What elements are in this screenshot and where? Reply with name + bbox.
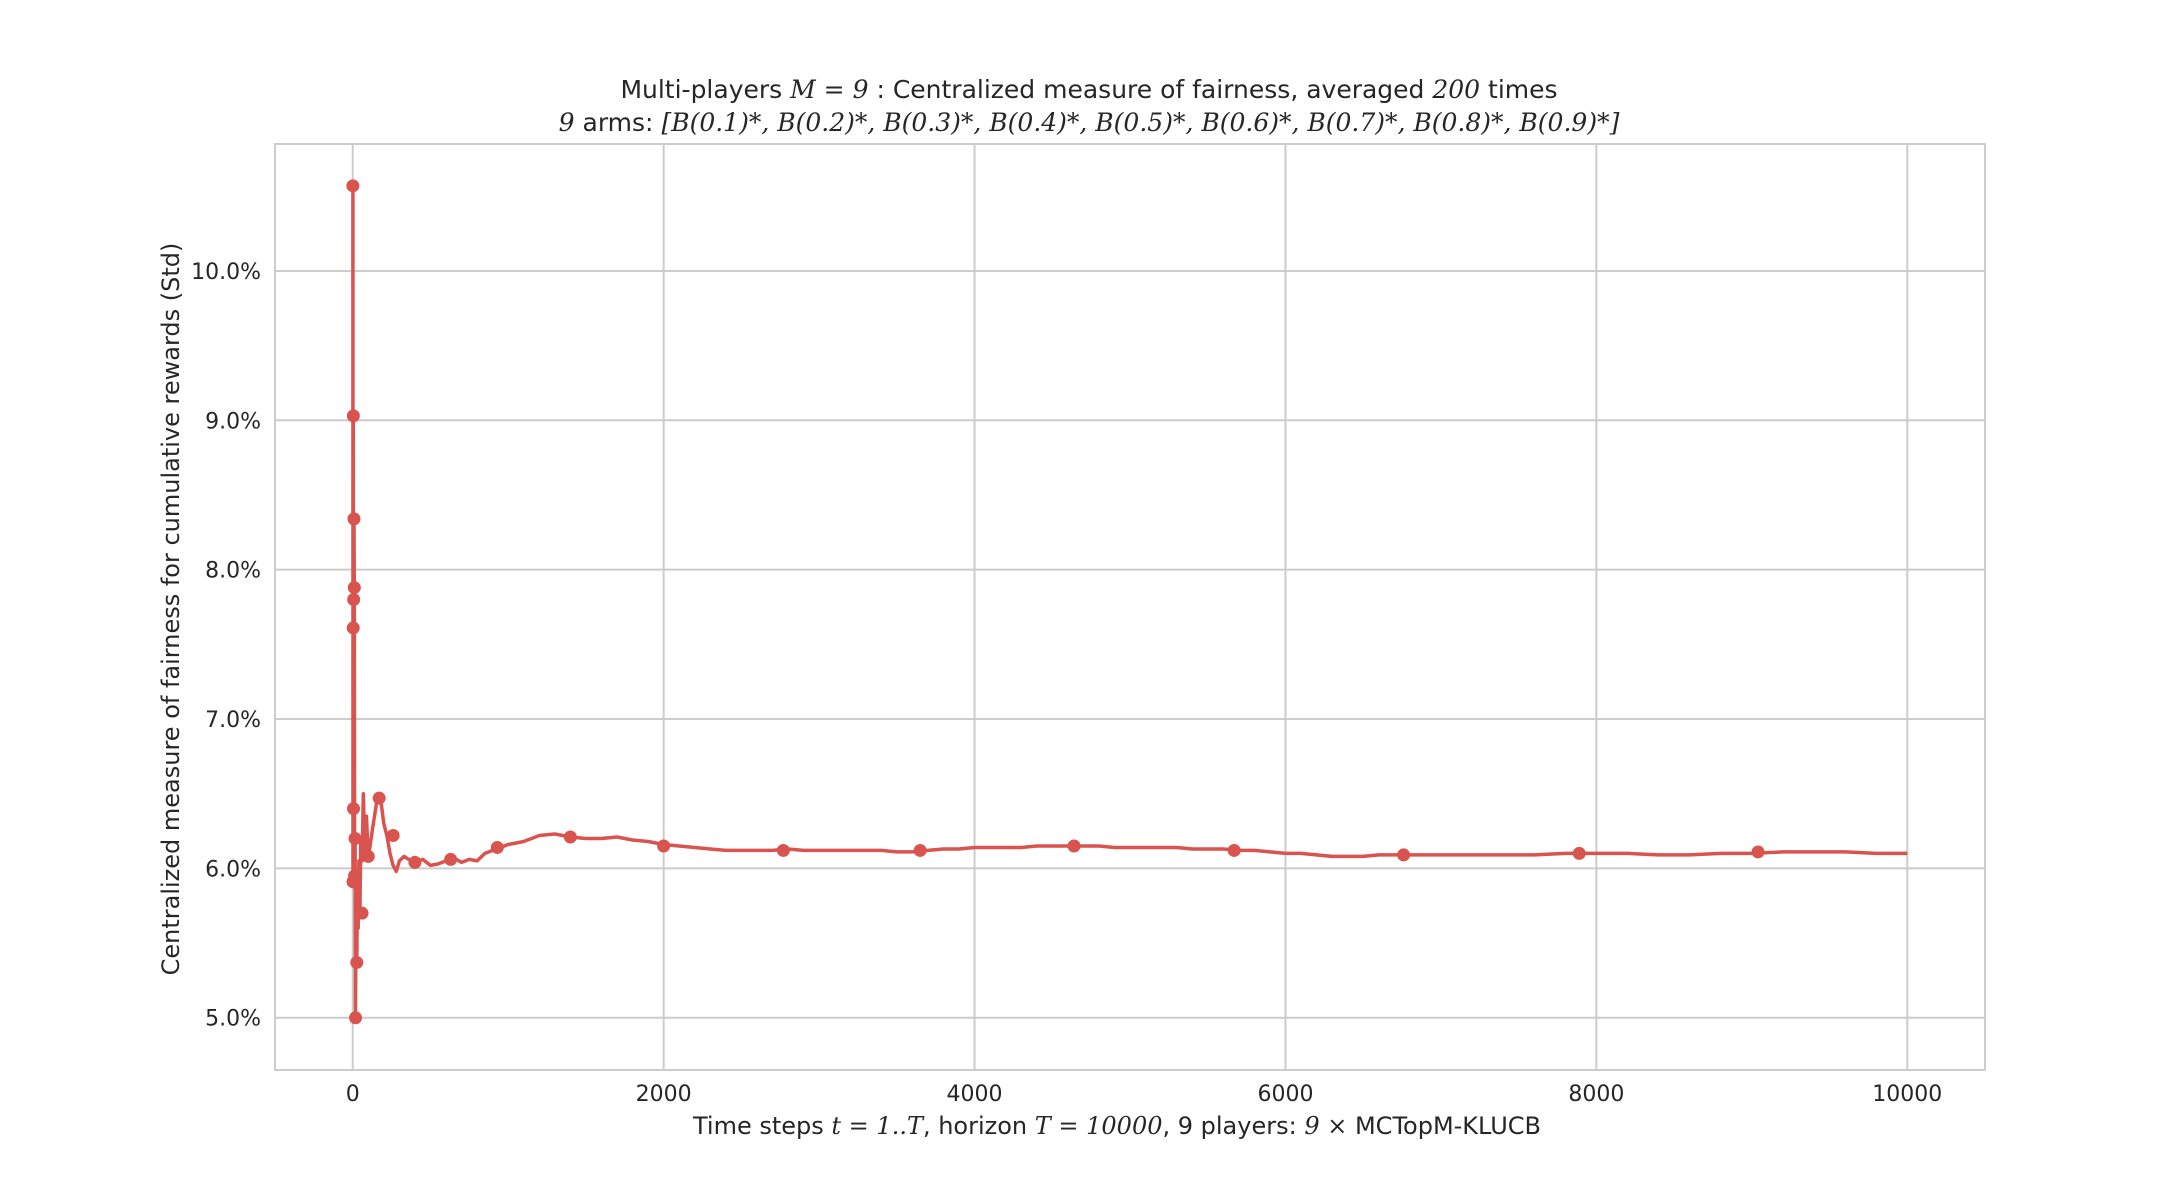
data-point: [347, 802, 361, 816]
data-point: [346, 621, 360, 635]
data-point: [347, 593, 361, 607]
data-point: [657, 839, 671, 853]
data-point: [347, 581, 361, 595]
data-point: [347, 512, 361, 526]
y-tick-label: 7.0%: [205, 708, 261, 733]
data-point: [386, 829, 400, 843]
y-tick-label: 8.0%: [205, 559, 261, 584]
plot-frame: [274, 143, 1986, 1071]
data-point: [1227, 843, 1241, 857]
data-point: [361, 849, 375, 863]
data-point: [348, 832, 362, 845]
data-point: [408, 855, 422, 869]
x-tick-label: 2000: [636, 1082, 692, 1107]
data-point: [349, 1011, 363, 1025]
data-point: [346, 179, 360, 193]
grid-lines: [275, 144, 1985, 1070]
data-point: [348, 869, 362, 883]
y-axis-label: Centralized measure of fairness for cumu…: [157, 243, 185, 976]
y-tick-label: 5.0%: [205, 1007, 261, 1032]
data-point: [350, 955, 364, 969]
data-point: [372, 791, 386, 805]
data-point: [1067, 839, 1081, 853]
series-line: [351, 185, 1908, 1020]
x-tick-label: 4000: [947, 1082, 1003, 1107]
data-point: [444, 852, 458, 866]
data-point: [355, 906, 369, 920]
y-tick-label: 10.0%: [191, 260, 261, 285]
data-point: [346, 409, 360, 423]
x-tick-label: 0: [346, 1082, 360, 1107]
y-tick-labels: 5.0% 6.0% 7.0% 8.0% 9.0% 10.0%: [191, 260, 261, 1032]
data-series: [346, 179, 1908, 1025]
x-tick-label: 8000: [1568, 1082, 1624, 1107]
data-point: [1751, 845, 1765, 859]
x-tick-label: 6000: [1257, 1082, 1313, 1107]
chart-title-line1: Multi-players M = 9 : Centralized measur…: [620, 75, 1557, 104]
y-tick-label: 6.0%: [205, 857, 261, 882]
chart-title-line2: 9 arms: [B(0.1)*, B(0.2)*, B(0.3)*, B(0.…: [559, 108, 1620, 137]
data-point: [490, 840, 504, 854]
data-point: [563, 830, 577, 844]
data-point: [776, 843, 790, 857]
data-point: [913, 843, 927, 857]
data-point: [1397, 848, 1411, 862]
x-tick-label: 10000: [1872, 1082, 1942, 1107]
x-tick-labels: 0 2000 4000 6000 8000 10000: [346, 1082, 1943, 1107]
data-point: [1572, 846, 1586, 860]
x-axis-label: Time steps t = 1..T, horizon T = 10000, …: [692, 1112, 1541, 1140]
y-tick-label: 9.0%: [205, 409, 261, 434]
